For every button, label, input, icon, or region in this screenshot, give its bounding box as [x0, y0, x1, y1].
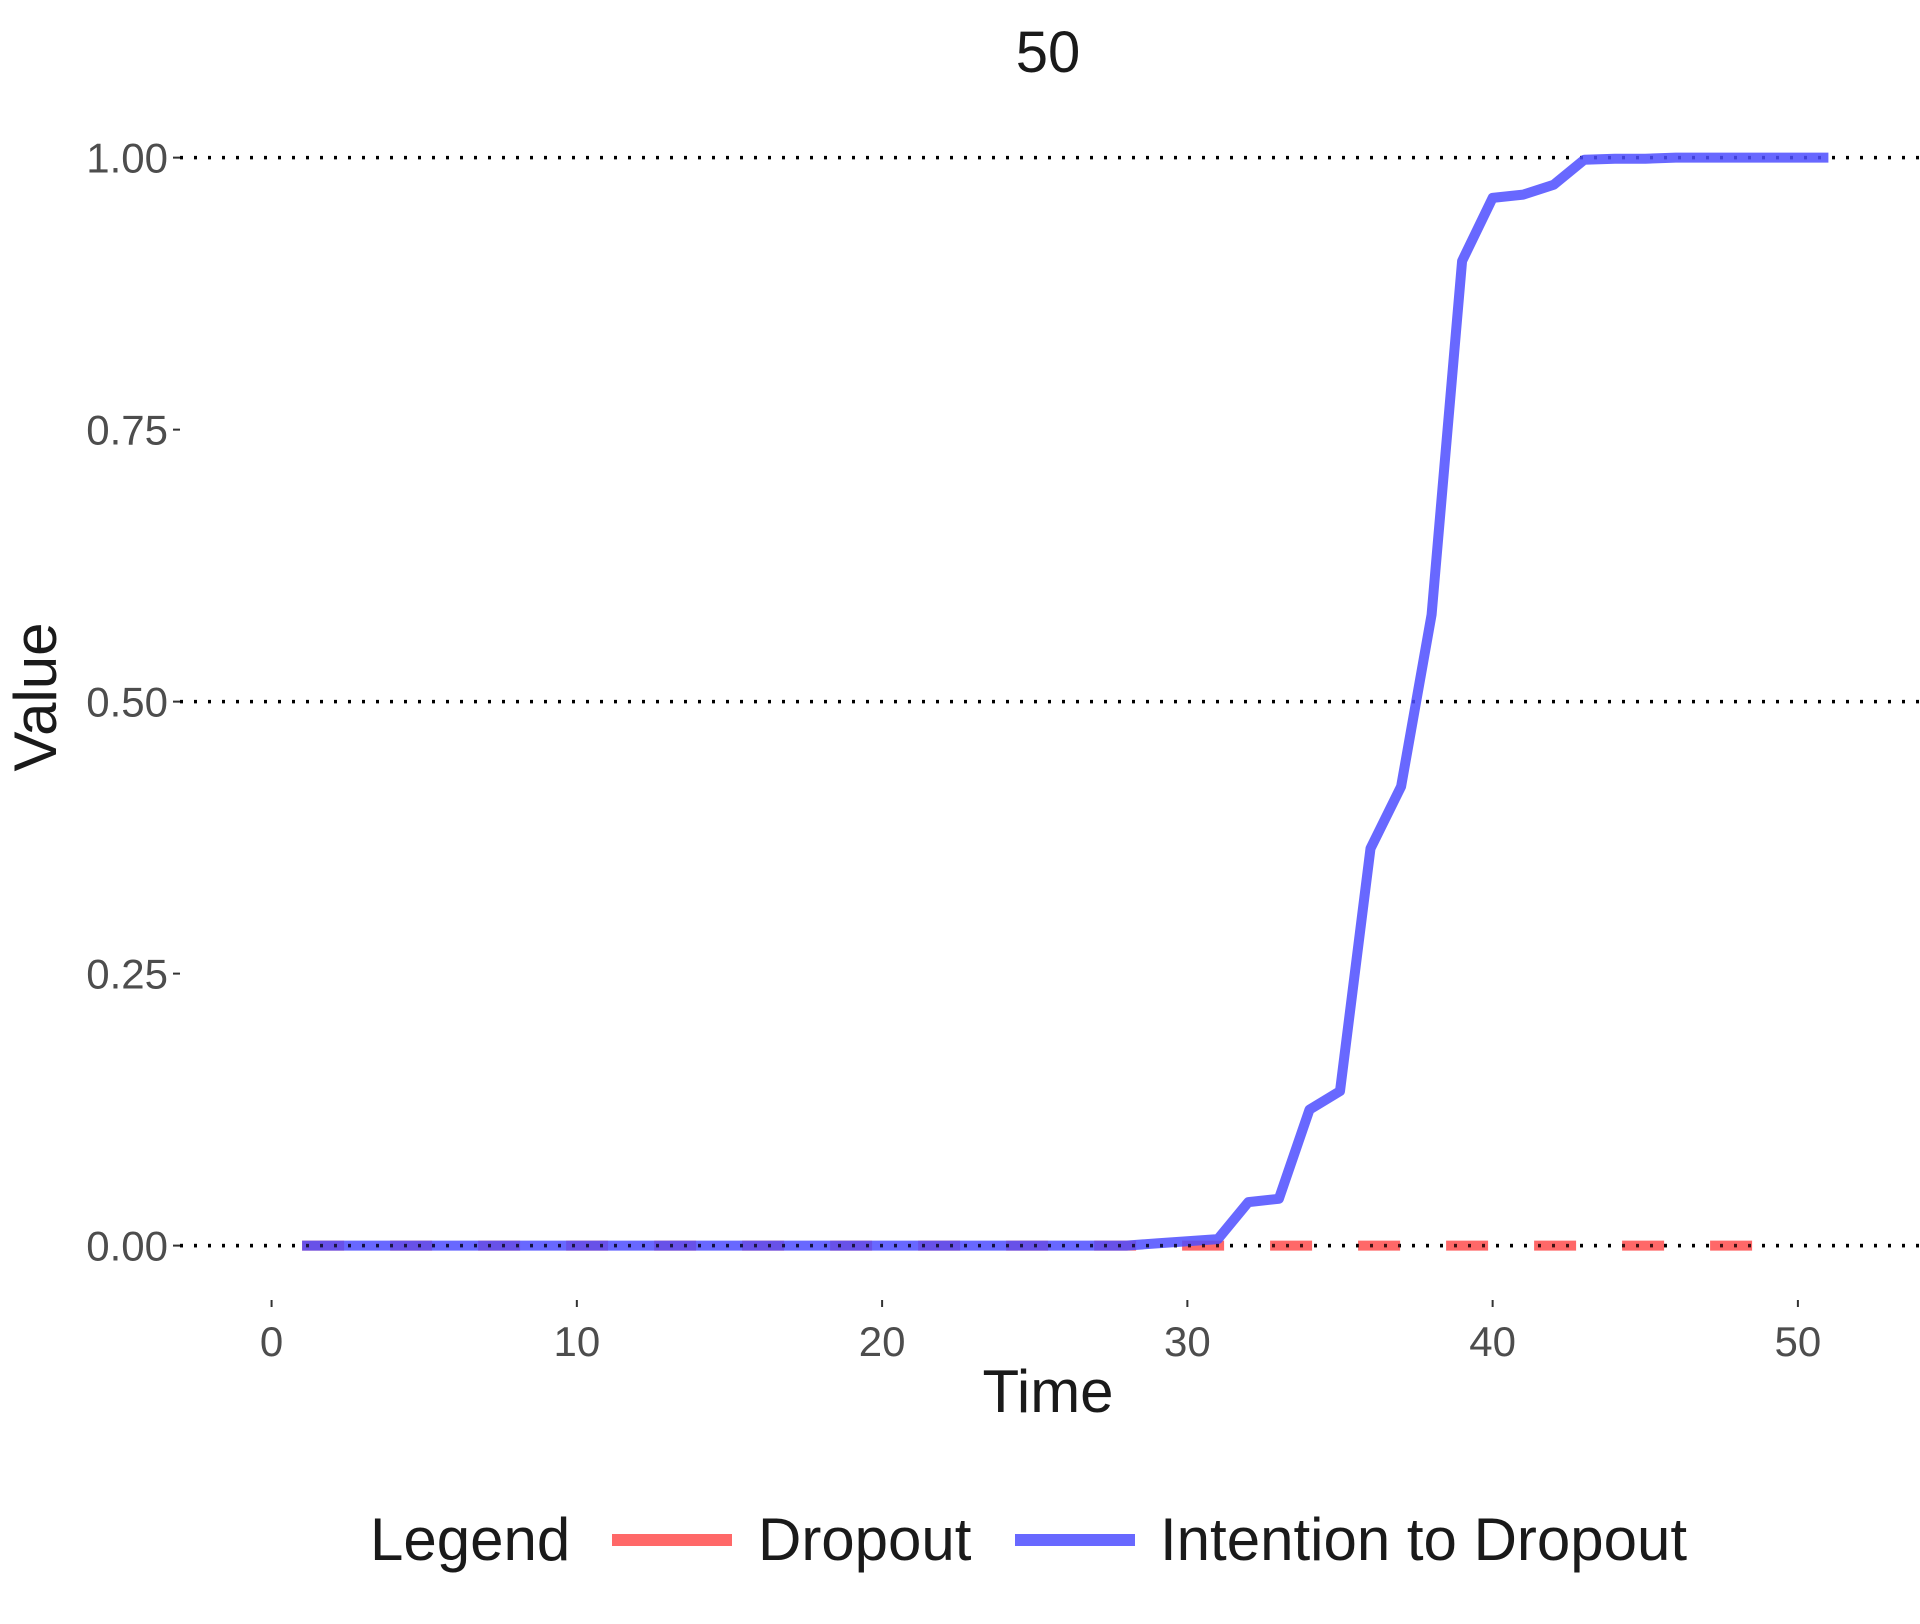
y-axis-title: Value	[2, 622, 69, 771]
y-axis: 0.00 0.25 0.50 0.75 1.00	[86, 135, 180, 1270]
y-tick-label: 0.50	[86, 679, 168, 726]
reference-lines	[180, 155, 1920, 1248]
x-tick-label: 20	[859, 1318, 906, 1365]
y-tick-label: 0.25	[86, 951, 168, 998]
series-layer	[180, 152, 1920, 1251]
legend-title: Legend	[370, 1506, 570, 1573]
y-tick-label: 0.00	[86, 1223, 168, 1270]
series-line-2	[302, 152, 1829, 1251]
x-tick-label: 50	[1775, 1318, 1822, 1365]
y-tick-label: 1.00	[86, 135, 168, 182]
x-axis-title: Time	[982, 1358, 1113, 1425]
x-axis: 0 10 20 30 40 50	[260, 1300, 1821, 1365]
legend-label-1: Dropout	[758, 1506, 972, 1573]
y-tick-label: 0.75	[86, 407, 168, 454]
chart-title: 50	[1016, 20, 1081, 85]
x-tick-label: 0	[260, 1318, 283, 1365]
legend: Legend Dropout Intention to Dropout	[370, 1506, 1687, 1573]
legend-label-2: Intention to Dropout	[1160, 1506, 1687, 1573]
x-tick-label: 40	[1469, 1318, 1516, 1365]
x-tick-label: 10	[553, 1318, 600, 1365]
x-tick-label: 30	[1164, 1318, 1211, 1365]
